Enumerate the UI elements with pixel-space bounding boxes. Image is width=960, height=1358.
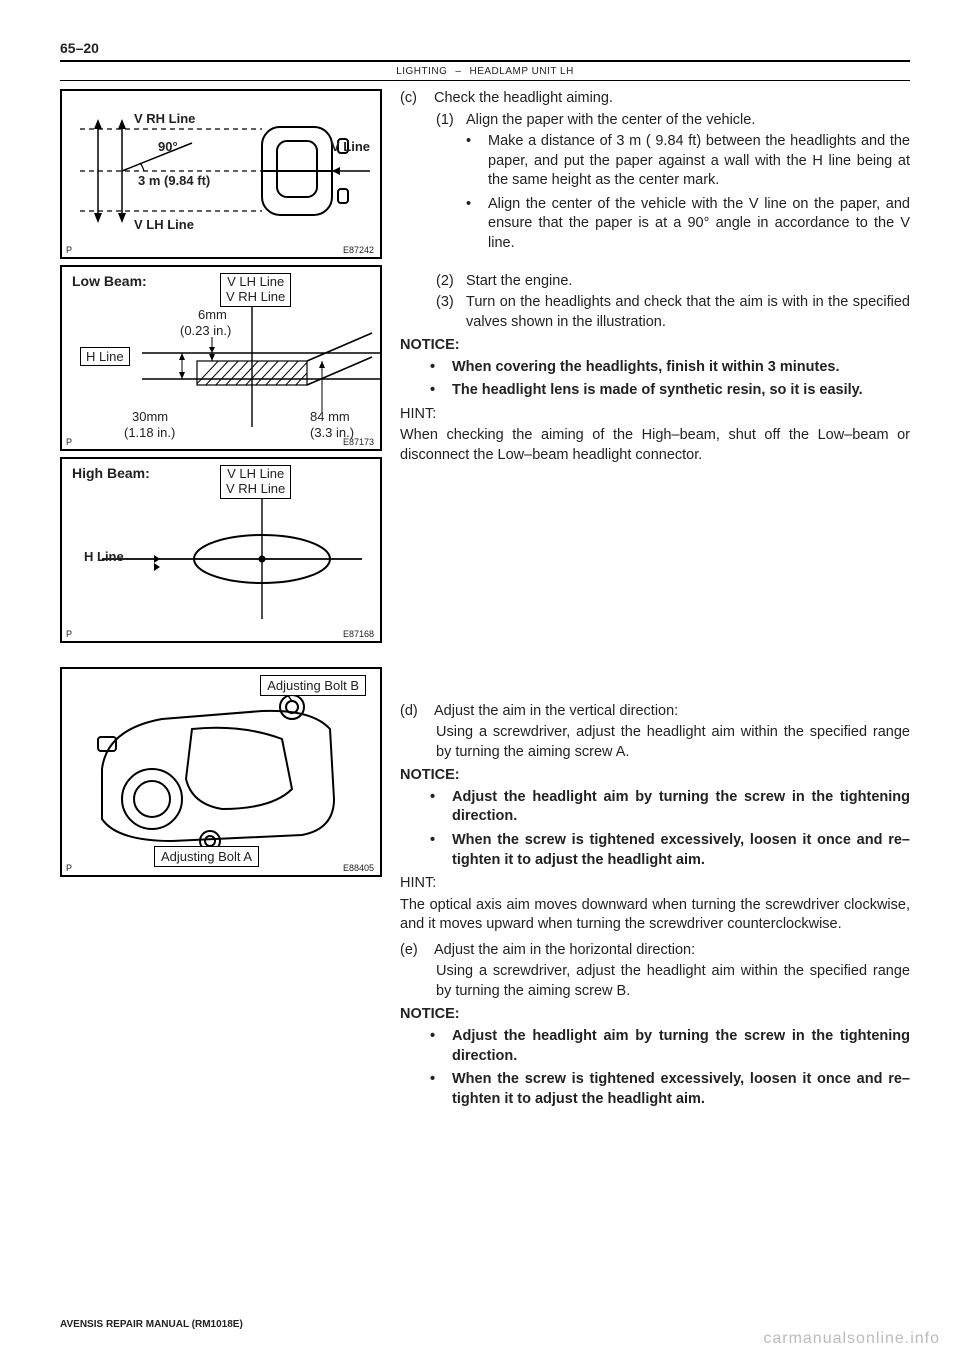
step-c1-b1: • Make a distance of 3 m ( 9.84 ft) betw… (466, 132, 910, 191)
section-header: LIGHTING – HEADLAMP UNIT LH (60, 64, 910, 81)
step-c1-b2: • Align the center of the vehicle with t… (466, 195, 910, 254)
figure-high-beam: High Beam: V LH LineV RH Line H Line P E… (60, 457, 382, 643)
step-e: (e) Adjust the aim in the horizontal dir… (400, 941, 910, 961)
hint2-body: The optical axis aim moves downward when… (400, 896, 910, 935)
notice3-head: NOTICE: (400, 1005, 910, 1025)
step-c2: (2) Start the engine. (436, 272, 910, 292)
bullet-icon: • (466, 132, 488, 191)
fig3-id: E87168 (343, 629, 374, 639)
bullet-icon: • (430, 1027, 452, 1066)
watermark: carmanualsonline.info (763, 1330, 940, 1348)
hint2-head: HINT: (400, 874, 910, 894)
instructions-column: (c) Check the headlight aiming. (1) Alig… (400, 89, 910, 1113)
step-c1-num: (1) (436, 111, 466, 131)
notice1-i1: • When covering the headlights, finish i… (430, 358, 910, 378)
fig2-hline-box: H Line (80, 347, 130, 366)
bullet-icon: • (430, 831, 452, 870)
step-c1: (1) Align the paper with the center of t… (436, 111, 910, 131)
fig1-svg (62, 91, 380, 257)
figure-vehicle-alignment: V RH Line 90° V Line 3 m (9.84 ft) V LH … (60, 89, 382, 259)
step-d-text: Adjust the aim in the vertical direction… (434, 702, 910, 722)
notice2-i1: • Adjust the headlight aim by turning th… (430, 788, 910, 827)
notice2-i1-text: Adjust the headlight aim by turning the … (452, 788, 910, 827)
fig4-id-left: P (66, 863, 72, 873)
step-e-text: Adjust the aim in the horizontal directi… (434, 941, 910, 961)
notice3-i1-text: Adjust the headlight aim by turning the … (452, 1027, 910, 1066)
notice2-i2-text: When the screw is tightened excessively,… (452, 831, 910, 870)
bullet-icon: • (466, 195, 488, 254)
step-e-num: (e) (400, 941, 434, 961)
hint1-body: When checking the aiming of the High–bea… (400, 426, 910, 465)
fig2-dim-r1: 84 mm (310, 409, 350, 424)
step-d-num: (d) (400, 702, 434, 722)
fig1-id: E87242 (343, 245, 374, 255)
fig4-bolt-a: Adjusting Bolt A (154, 846, 259, 867)
fig2-vline-box: V LH LineV RH Line (220, 273, 291, 307)
content-row: V RH Line 90° V Line 3 m (9.84 ft) V LH … (60, 89, 910, 1113)
step-c3-text: Turn on the headlights and check that th… (466, 293, 910, 332)
figure-low-beam: Low Beam: (60, 265, 382, 451)
page-number: 65–20 (60, 40, 910, 56)
step-c1-text: Align the paper with the center of the v… (466, 111, 910, 131)
manual-page: 65–20 LIGHTING – HEADLAMP UNIT LH (0, 0, 960, 1358)
header-right: HEADLAMP UNIT LH (469, 66, 573, 77)
fig1-label-vline: V Line (331, 139, 370, 154)
header-rule (60, 60, 910, 62)
fig2-dim-l1: 30mm (132, 409, 168, 424)
figure-adjusting-bolts: Adjusting Bolt B Adjusting Bolt A P E884… (60, 667, 382, 877)
fig2-dim-l2: (1.18 in.) (124, 425, 175, 440)
fig4-bolt-b: Adjusting Bolt B (260, 675, 366, 696)
fig2-id-left: P (66, 437, 72, 447)
notice3-i2: • When the screw is tightened excessivel… (430, 1070, 910, 1109)
fig1-id-left: P (66, 245, 72, 255)
step-c1-b1-text: Make a distance of 3 m ( 9.84 ft) betwee… (488, 132, 910, 191)
fig1-label-vlh: V LH Line (134, 217, 194, 232)
hint1-head: HINT: (400, 405, 910, 425)
step-c3-num: (3) (436, 293, 466, 332)
step-c: (c) Check the headlight aiming. (400, 89, 910, 109)
fig1-label-angle: 90° (158, 139, 178, 154)
fig2-gap1: 6mm (198, 307, 227, 322)
step-c-text: Check the headlight aiming. (434, 89, 910, 109)
notice2-head: NOTICE: (400, 766, 910, 786)
fig4-id: E88405 (343, 863, 374, 873)
step-e-para: Using a screwdriver, adjust the headligh… (436, 962, 910, 1001)
bullet-icon: • (430, 1070, 452, 1109)
step-d-para: Using a screwdriver, adjust the headligh… (436, 723, 910, 762)
fig3-id-left: P (66, 629, 72, 639)
notice1-i1-text: When covering the headlights, finish it … (452, 358, 910, 378)
header-sep: – (455, 66, 461, 77)
figures-column: V RH Line 90° V Line 3 m (9.84 ft) V LH … (60, 89, 382, 1113)
fig4-svg (62, 669, 380, 875)
step-c2-text: Start the engine. (466, 272, 910, 292)
step-d: (d) Adjust the aim in the vertical direc… (400, 702, 910, 722)
bullet-icon: • (430, 358, 452, 378)
header-left: LIGHTING (396, 66, 447, 77)
fig2-id: E87173 (343, 437, 374, 447)
footer-text: AVENSIS REPAIR MANUAL (RM1018E) (60, 1319, 243, 1330)
step-c3: (3) Turn on the headlights and check tha… (436, 293, 910, 332)
notice1-i2-text: The headlight lens is made of synthetic … (452, 381, 910, 401)
fig1-label-vrh: V RH Line (134, 111, 195, 126)
step-c2-num: (2) (436, 272, 466, 292)
fig3-hline: H Line (84, 549, 124, 564)
bullet-icon: • (430, 381, 452, 401)
step-c-num: (c) (400, 89, 434, 109)
notice1-i2: • The headlight lens is made of syntheti… (430, 381, 910, 401)
notice3-i2-text: When the screw is tightened excessively,… (452, 1070, 910, 1109)
bullet-icon: • (430, 788, 452, 827)
step-c1-b2-text: Align the center of the vehicle with the… (488, 195, 910, 254)
notice3-i1: • Adjust the headlight aim by turning th… (430, 1027, 910, 1066)
notice1-head: NOTICE: (400, 336, 910, 356)
fig3-vline-box: V LH LineV RH Line (220, 465, 291, 499)
fig2-gap2: (0.23 in.) (180, 323, 231, 338)
notice2-i2: • When the screw is tightened excessivel… (430, 831, 910, 870)
fig1-label-dist: 3 m (9.84 ft) (138, 173, 210, 188)
